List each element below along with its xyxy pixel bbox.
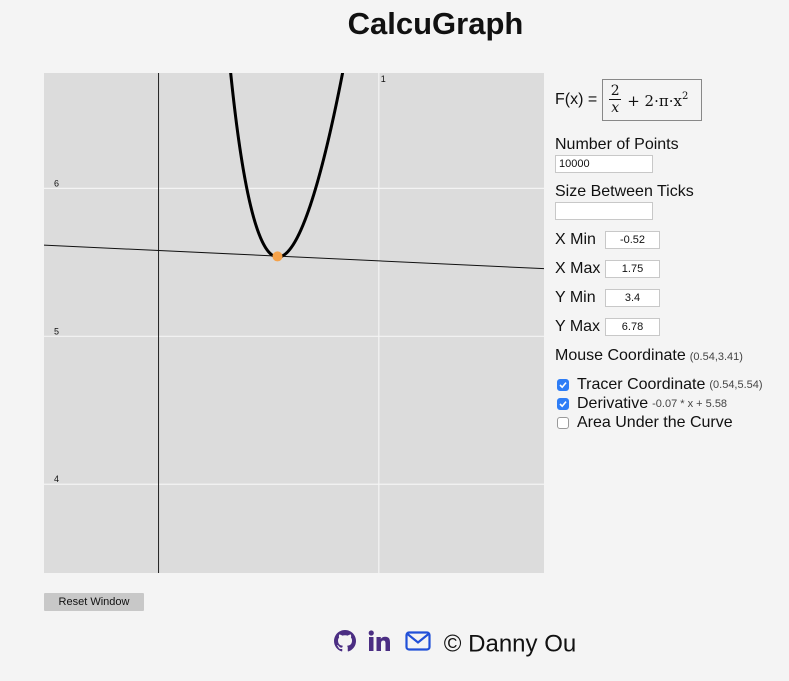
function-curve — [229, 73, 345, 259]
function-row: F(x) = 2 x + 2·π·x2 — [555, 78, 703, 122]
y-tick-label: 4 — [54, 474, 59, 484]
y-tick-label: 6 — [54, 178, 59, 188]
reset-window-button[interactable]: Reset Window — [44, 593, 144, 611]
area-label: Area Under the Curve — [577, 414, 733, 431]
num-points-input[interactable] — [555, 155, 653, 173]
y-min-input[interactable] — [605, 289, 660, 307]
function-exponent: 2 — [681, 91, 689, 102]
fraction-denominator: x — [611, 100, 620, 116]
x-min-label: X Min — [555, 231, 596, 248]
y-tick-label: 5 — [54, 326, 59, 336]
tangent-line — [44, 244, 544, 270]
mouse-coordinate-value: (0.54,3.41) — [689, 351, 743, 363]
derivative-row: Derivative -0.07 * x + 5.58 — [557, 395, 727, 413]
github-icon[interactable] — [333, 630, 356, 659]
x-max-label: X Max — [555, 260, 601, 277]
tracer-value: (0.54,5.54) — [709, 379, 763, 391]
tracer-label: Tracer Coordinate — [577, 376, 706, 393]
x-tick-label: 1 — [381, 74, 386, 84]
check-icon — [559, 401, 567, 408]
function-rest: + 2·π·x2 — [627, 91, 688, 110]
function-input[interactable]: 2 x + 2·π·x2 — [602, 79, 703, 121]
mouse-coordinate-label: Mouse Coordinate — [555, 347, 686, 364]
mouse-coordinate-row: Mouse Coordinate (0.54,3.41) — [555, 347, 743, 365]
function-fraction: 2 x — [609, 83, 622, 116]
x-max-input[interactable] — [605, 260, 660, 278]
check-icon — [559, 382, 567, 389]
email-icon[interactable] — [405, 630, 431, 659]
num-points-label: Number of Points — [555, 136, 679, 153]
area-row: Area Under the Curve — [557, 414, 733, 432]
copyright-text: © Danny Ou — [443, 630, 577, 658]
derivative-value: -0.07 * x + 5.58 — [652, 398, 728, 410]
x-min-input[interactable] — [605, 231, 660, 249]
derivative-checkbox[interactable] — [557, 398, 569, 410]
y-max-label: Y Max — [555, 318, 601, 335]
derivative-label: Derivative — [577, 395, 649, 412]
function-rest-text: + 2·π·x — [627, 92, 682, 110]
fraction-numerator: 2 — [610, 83, 620, 99]
tracer-point — [272, 251, 283, 262]
footer: © Danny Ou — [0, 630, 789, 659]
tracer-row: Tracer Coordinate (0.54,5.54) — [557, 376, 763, 394]
y-max-input[interactable] — [605, 318, 660, 336]
tracer-checkbox[interactable] — [557, 379, 569, 391]
app-title: CalcuGraph — [347, 6, 524, 41]
tick-size-label: Size Between Ticks — [555, 183, 694, 200]
tick-size-input[interactable] — [555, 202, 653, 220]
y-min-label: Y Min — [555, 289, 596, 306]
linkedin-icon[interactable] — [368, 630, 392, 659]
area-checkbox[interactable] — [557, 417, 569, 429]
function-label: F(x) = — [555, 91, 598, 108]
fraction-bar — [609, 99, 622, 100]
